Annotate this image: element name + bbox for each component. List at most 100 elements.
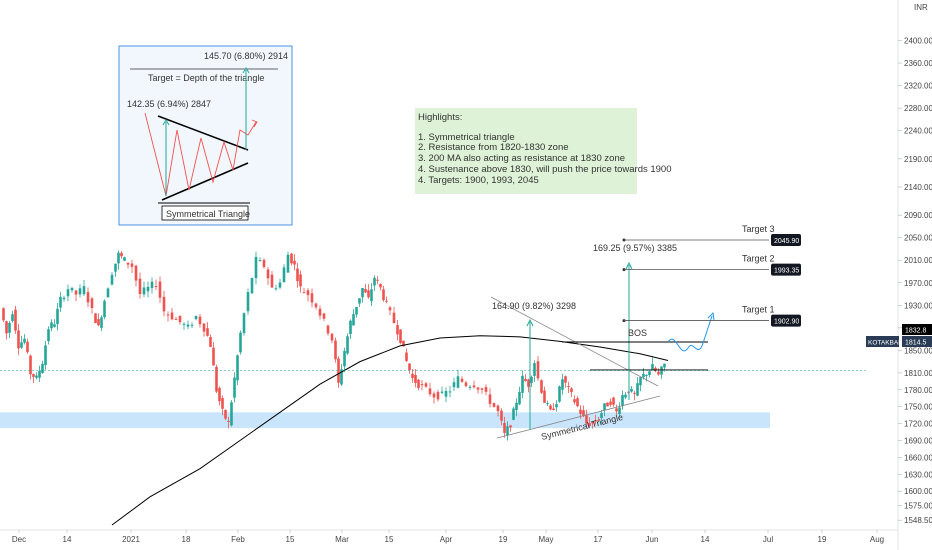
candle-body: [585, 415, 588, 424]
candle-body: [536, 361, 540, 379]
candle-body: [206, 328, 209, 336]
candle-body: [382, 289, 385, 301]
y-tick-label: 2400.00: [904, 37, 932, 46]
target-value: 1902.90: [774, 319, 799, 326]
candle-body: [5, 321, 8, 334]
candle-body: [388, 307, 392, 311]
y-tick-label: 2050.00: [904, 234, 932, 243]
candle-body: [448, 391, 452, 393]
x-tick-label: Jul: [763, 535, 773, 544]
candle-body: [549, 405, 552, 410]
candle-body: [221, 398, 224, 409]
candle-body: [326, 325, 330, 334]
candle-body: [642, 373, 645, 378]
candle-body: [408, 363, 411, 371]
candle-body: [78, 288, 82, 295]
candle-body: [396, 325, 399, 335]
candle-body: [106, 288, 110, 298]
support-zone: [0, 412, 770, 429]
x-tick-label: Dec: [12, 535, 26, 544]
candle-body: [420, 384, 424, 386]
candle-body: [509, 425, 512, 428]
candle-body: [278, 282, 282, 288]
candle-body: [367, 290, 370, 298]
y-tick-label: 1720.00: [904, 420, 932, 429]
candle-body: [492, 403, 496, 407]
highlight-item-2: 2. Resistance from 1820-1830 zone: [418, 142, 569, 153]
candle-body: [597, 419, 600, 421]
candle-body: [230, 402, 233, 426]
candle-body: [555, 404, 558, 408]
ma-price-label: 1832.8: [902, 324, 932, 335]
candle-body: [612, 397, 615, 405]
candle-body: [330, 333, 334, 341]
candle-body: [97, 319, 100, 326]
candle-body: [209, 337, 212, 347]
candle-body: [657, 371, 660, 375]
candle-body: [476, 387, 480, 390]
candle-body: [56, 308, 59, 325]
candle-body: [376, 279, 379, 281]
candle-body: [212, 347, 215, 366]
candle-body: [402, 340, 405, 347]
candle-body: [464, 382, 468, 387]
candle-body: [117, 252, 120, 264]
candle-body: [123, 257, 126, 261]
candle-body: [100, 317, 103, 328]
y-tick-label: 1575.00: [904, 501, 932, 510]
candle-body: [286, 254, 290, 273]
candle-body: [392, 312, 396, 324]
x-axis: Dec 14 2021 18 Feb 15 Mar 15 Apr 19 May 17 Jun 14 Jul 1…: [12, 530, 884, 544]
candle-body: [564, 376, 567, 383]
candle-body: [484, 387, 488, 392]
candle-body: [591, 421, 594, 424]
candle-body: [636, 383, 639, 396]
inset-top-label: 145.70 (6.80%) 2914: [204, 51, 288, 61]
x-tick-label: May: [538, 535, 553, 544]
candle-body: [428, 388, 432, 395]
inset-target-label: Target = Depth of the triangle: [148, 73, 264, 83]
candle-body: [158, 281, 162, 298]
candle-body: [174, 318, 178, 320]
highlights-title: Highlights:: [418, 112, 462, 123]
candle-body: [488, 394, 492, 404]
y-tick-label: 2140.00: [904, 183, 932, 192]
candle-body: [358, 298, 361, 304]
candle-body: [23, 338, 26, 343]
target-label: Target 1: [742, 305, 775, 315]
candle-body: [178, 315, 182, 323]
candle-body: [62, 297, 66, 300]
candle-body: [540, 380, 543, 393]
candle-body: [239, 332, 242, 353]
candle-body: [233, 377, 236, 398]
candle-body: [543, 390, 546, 403]
candle-body: [361, 288, 364, 298]
candle-body: [114, 263, 117, 272]
candle-body: [194, 316, 198, 320]
target-value-box: [771, 234, 801, 247]
candle-body: [299, 274, 302, 287]
y-axis: 2400.00 2360.00 2320.00 2280.00 2240.00 2190.…: [898, 37, 932, 525]
candle-body: [110, 274, 114, 285]
candle-body: [651, 364, 654, 370]
y-tick-label: 1548.50: [904, 516, 932, 525]
x-tick-label: 15: [286, 535, 295, 544]
inset-caption: Symmetrical Triangle: [166, 209, 250, 219]
candle-body: [639, 377, 642, 386]
last-price-label: 1814.5: [902, 336, 932, 347]
candle-body: [224, 409, 227, 419]
candle-body: [94, 313, 97, 324]
candle-body: [364, 288, 367, 293]
candle-body: [53, 324, 56, 327]
x-tick-label: 17: [594, 535, 603, 544]
candle-body: [190, 324, 194, 326]
candle-body: [202, 323, 206, 332]
candle-body: [35, 375, 38, 378]
inset-zigzag: [144, 112, 257, 197]
candle-body: [66, 289, 70, 297]
projection-path: [667, 315, 713, 352]
candle-body: [59, 296, 62, 308]
candle-body: [250, 278, 254, 294]
x-tick-label: 18: [182, 535, 191, 544]
candle-body: [242, 313, 246, 334]
